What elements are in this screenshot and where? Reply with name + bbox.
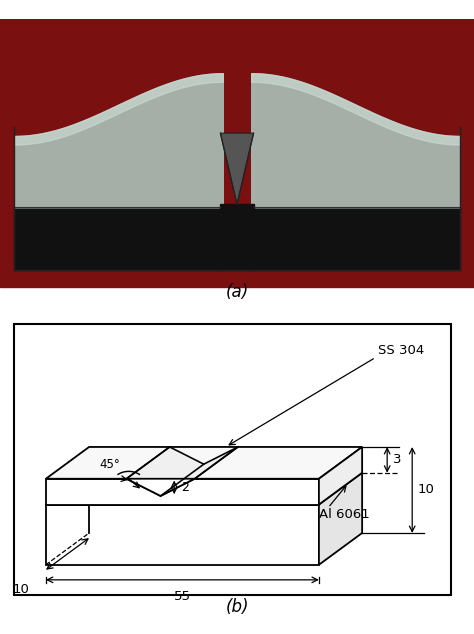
Text: SS 304: SS 304 — [378, 344, 424, 357]
Text: 10: 10 — [12, 583, 29, 596]
Text: 3: 3 — [392, 453, 401, 467]
Polygon shape — [220, 133, 254, 204]
Polygon shape — [127, 479, 195, 496]
Polygon shape — [127, 447, 238, 496]
Bar — [251, 207, 460, 270]
Polygon shape — [319, 473, 362, 565]
Polygon shape — [46, 479, 319, 505]
Text: 45°: 45° — [99, 458, 120, 470]
Polygon shape — [46, 473, 362, 505]
Text: 10: 10 — [418, 484, 435, 496]
Text: (b): (b) — [225, 598, 249, 616]
Text: Al 6061: Al 6061 — [319, 508, 370, 521]
Text: 2: 2 — [181, 481, 189, 494]
Polygon shape — [319, 447, 362, 505]
Bar — [14, 207, 223, 270]
Text: (a): (a) — [225, 283, 249, 302]
Polygon shape — [46, 505, 319, 565]
Polygon shape — [46, 447, 362, 479]
Text: 55: 55 — [174, 590, 191, 603]
Bar — [220, 205, 254, 270]
